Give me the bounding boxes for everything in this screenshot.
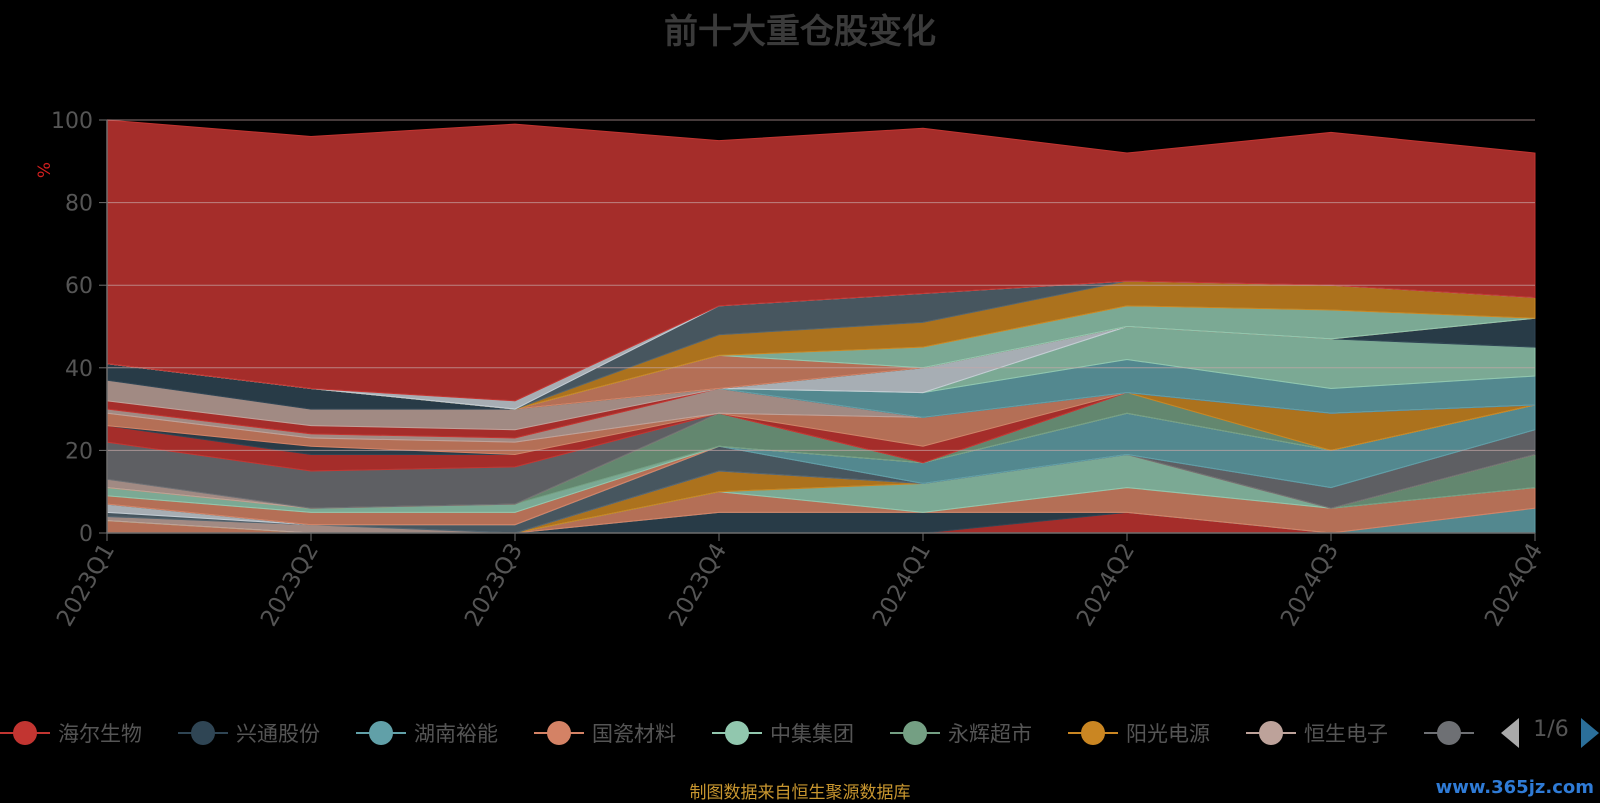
x-tick-label: 2023Q2	[256, 539, 324, 631]
legend-swatch-icon	[0, 718, 50, 748]
x-tick-label: 2023Q4	[664, 539, 732, 631]
y-tick-label: 60	[65, 274, 93, 299]
x-tick-label: 2023Q3	[460, 539, 528, 631]
legend-dot	[13, 721, 37, 745]
x-tick-label: 2024Q3	[1276, 539, 1344, 631]
legend-label: 湖南裕能	[414, 722, 498, 746]
legend-swatch-icon	[890, 718, 940, 748]
grid-layer	[107, 119, 1535, 534]
legend-dot	[191, 721, 215, 745]
legend-item[interactable]: 恒生电子	[1246, 718, 1388, 748]
legend-label: 阳光电源	[1126, 722, 1210, 746]
legend-swatch-icon	[1068, 718, 1118, 748]
legend-label: 兴通股份	[236, 722, 320, 746]
legend-prev-page-icon[interactable]	[1501, 718, 1519, 748]
legend-dot	[1081, 721, 1105, 745]
chart-title: 前十大重仓股变化	[664, 12, 936, 52]
legend-label: 国瓷材料	[592, 722, 676, 746]
legend-item[interactable]: 永辉超市	[890, 718, 1032, 748]
legend-item[interactable]: 兴通股份	[178, 718, 320, 748]
legend-swatch-icon	[1424, 718, 1474, 748]
legend-item[interactable]	[1424, 718, 1482, 748]
legend-swatch-icon	[356, 718, 406, 748]
legend-next-page-icon[interactable]	[1581, 718, 1599, 748]
source-note: 制图数据来自恒生聚源数据库	[689, 783, 911, 803]
legend-item[interactable]: 国瓷材料	[534, 718, 676, 748]
x-tick-label: 2024Q4	[1480, 539, 1548, 631]
legend-label: 海尔生物	[58, 722, 142, 746]
legend-item[interactable]: 中集集团	[712, 718, 854, 748]
legend-dot	[1259, 721, 1283, 745]
legend: 海尔生物 兴通股份 湖南裕能 国瓷材料 中集集团 永辉超市 阳光电源 恒生电子	[0, 700, 1600, 770]
y-tick-label: 40	[65, 357, 93, 382]
stacked-area-chart: 0 20 40 60 80 100% 2023Q1 2023Q2 2023Q3 2023Q4 202…	[35, 109, 1548, 631]
y-tick-label: 0	[79, 522, 93, 547]
legend-item[interactable]: 阳光电源	[1068, 718, 1210, 748]
legend-item[interactable]: 海尔生物	[0, 718, 142, 748]
legend-item[interactable]: 湖南裕能	[356, 718, 498, 748]
legend-dot	[1437, 721, 1461, 745]
y-axis-label: %	[35, 162, 55, 178]
legend-swatch-icon	[178, 718, 228, 748]
area-layer	[106, 119, 1536, 534]
area-series-37	[106, 119, 1536, 402]
legend-dot	[369, 721, 393, 745]
legend-label: 恒生电子	[1304, 722, 1388, 746]
x-tick-label: 2024Q2	[1072, 539, 1140, 631]
legend-dot	[903, 721, 927, 745]
y-tick-label: 20	[65, 439, 93, 464]
legend-label: 永辉超市	[948, 722, 1032, 746]
legend-label: 中集集团	[770, 722, 854, 746]
x-tick-label: 2023Q1	[52, 539, 120, 631]
x-tick-label: 2024Q1	[868, 539, 936, 631]
legend-page-indicator: 1/6	[1533, 717, 1569, 742]
legend-swatch-icon	[712, 718, 762, 748]
legend-dot	[725, 721, 749, 745]
legend-swatch-icon	[1246, 718, 1296, 748]
watermark: www.365jz.com	[1435, 777, 1594, 798]
legend-dot	[547, 721, 571, 745]
y-tick-label: 100	[51, 109, 93, 134]
legend-swatch-icon	[534, 718, 584, 748]
y-tick-label: 80	[65, 192, 93, 217]
